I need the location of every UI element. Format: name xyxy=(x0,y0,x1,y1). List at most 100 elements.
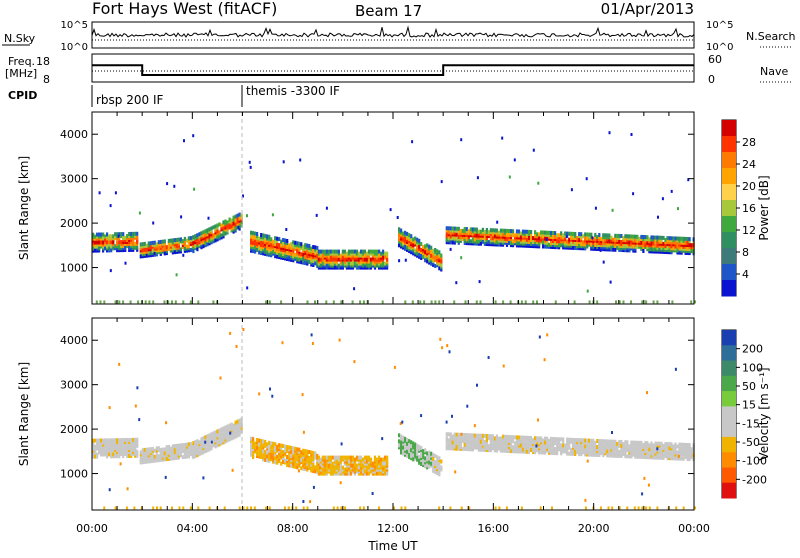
echo-cell xyxy=(302,448,305,453)
echo-scatter xyxy=(119,462,122,466)
echo-cell xyxy=(163,239,166,244)
echo-cell xyxy=(329,255,332,260)
echo-cell xyxy=(511,229,515,234)
echo-cell xyxy=(226,424,229,429)
echo-cell xyxy=(505,440,509,445)
echo-cell xyxy=(602,241,605,246)
echo-cell xyxy=(102,236,105,241)
echo-cell xyxy=(196,247,199,252)
echo-cell xyxy=(556,437,559,442)
echo-cell xyxy=(300,260,303,265)
echo-cell xyxy=(98,438,101,443)
echo-cell xyxy=(471,439,474,444)
echo-cell xyxy=(274,252,277,257)
echo-cell xyxy=(495,434,498,439)
echo-cell xyxy=(323,471,326,476)
echo-near xyxy=(156,506,158,510)
echo-cell xyxy=(588,232,591,237)
echo-cell xyxy=(96,244,99,249)
echo-scatter xyxy=(281,341,284,345)
echo-scatter xyxy=(297,469,300,473)
echo-scatter xyxy=(381,437,384,441)
echo-cell xyxy=(525,435,529,440)
echo-cell xyxy=(566,447,569,452)
echo-cell xyxy=(656,235,659,240)
echo-cell xyxy=(483,235,486,240)
echo-cell xyxy=(511,435,515,440)
echo-scatter xyxy=(138,418,141,422)
echo-scatter xyxy=(175,273,178,277)
echo-cell xyxy=(378,459,381,464)
echo-cell xyxy=(276,242,279,247)
echo-cell xyxy=(114,232,117,237)
echo-near xyxy=(449,506,452,510)
echo-cell xyxy=(438,456,441,461)
echo-cell xyxy=(268,446,271,451)
echo-cell xyxy=(252,437,255,442)
echo-cell xyxy=(606,449,609,454)
echo-cell xyxy=(434,460,437,464)
echo-cell xyxy=(576,450,579,455)
echo-cell xyxy=(652,443,655,448)
cpid-segment-1: rbsp 200 IF xyxy=(96,93,163,107)
echo-cell xyxy=(337,249,340,254)
echo-cell xyxy=(517,435,521,440)
beam-label: Beam 17 xyxy=(355,2,422,20)
echo-cell xyxy=(544,230,547,235)
y-tick-label: 1000 xyxy=(60,468,88,481)
echo-cell xyxy=(606,453,609,458)
echo-cell xyxy=(678,442,681,447)
echo-cell xyxy=(642,249,645,253)
echo-near xyxy=(498,506,501,510)
echo-cell xyxy=(646,451,649,456)
echo-cell xyxy=(183,240,186,245)
echo-cell xyxy=(128,232,131,236)
echo-cell xyxy=(120,232,123,237)
echo-near xyxy=(675,506,678,510)
echo-cell xyxy=(436,249,439,254)
echo-cell xyxy=(473,227,476,232)
echo-cell xyxy=(280,443,283,448)
echo-cell xyxy=(455,444,458,449)
echo-scatter xyxy=(594,206,597,210)
echo-cell xyxy=(434,264,437,268)
echo-cell xyxy=(312,249,315,253)
echo-cell xyxy=(204,229,207,234)
echo-cell xyxy=(325,249,328,254)
echo-cell xyxy=(602,451,605,456)
echo-cell xyxy=(509,449,513,454)
echo-near xyxy=(502,300,505,304)
echo-cell xyxy=(416,237,419,242)
echo-cell xyxy=(612,443,615,448)
echo-cell xyxy=(680,446,683,451)
echo-cell xyxy=(554,437,557,442)
echo-cell xyxy=(132,445,135,450)
echo-cell xyxy=(321,455,324,460)
echo-near xyxy=(268,506,271,510)
echo-cell xyxy=(173,448,176,453)
y-tick-label: 3000 xyxy=(60,379,88,392)
echo-scatter xyxy=(353,287,356,291)
echo-cell xyxy=(614,233,617,238)
echo-cell xyxy=(558,445,561,450)
echo-cell xyxy=(398,433,401,438)
echo-cell xyxy=(473,443,476,448)
echo-scatter xyxy=(460,256,463,260)
echo-cell xyxy=(426,457,429,462)
echo-near xyxy=(479,300,482,304)
echo-scatter xyxy=(570,188,573,192)
echo-cell xyxy=(618,233,621,238)
echo-cell xyxy=(378,253,381,258)
echo-cell xyxy=(192,249,195,254)
echo-cell xyxy=(169,238,172,243)
echo-cell xyxy=(104,448,107,453)
echo-scatter xyxy=(677,454,680,458)
echo-cell xyxy=(187,236,190,241)
echo-near xyxy=(584,506,587,510)
echo-cell xyxy=(367,249,371,254)
echo-cell xyxy=(264,457,267,462)
echo-cell xyxy=(451,434,454,439)
echo-cell xyxy=(189,442,192,447)
echo-cell xyxy=(228,423,231,428)
echo-cell xyxy=(212,225,215,230)
